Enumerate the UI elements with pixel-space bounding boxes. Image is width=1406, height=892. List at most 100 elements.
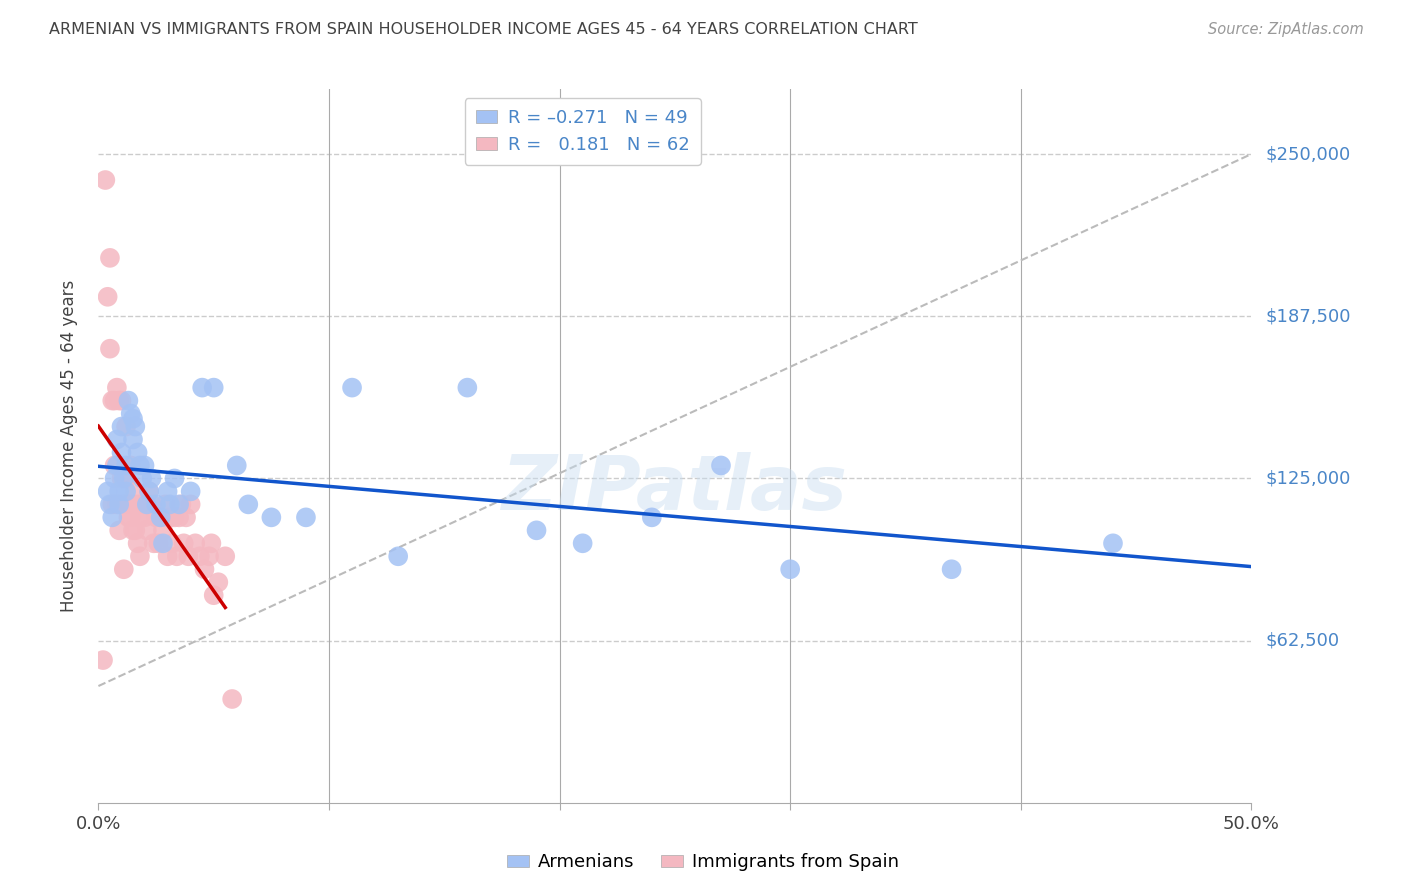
Point <box>152 524 174 538</box>
Point <box>526 524 548 538</box>
Point <box>571 536 593 550</box>
Point <box>141 471 163 485</box>
Point <box>120 510 142 524</box>
Text: $62,500: $62,500 <box>1265 632 1340 649</box>
Point <box>202 588 225 602</box>
Point <box>110 445 132 459</box>
Point <box>105 433 128 447</box>
Point <box>110 393 132 408</box>
Point <box>135 497 157 511</box>
Point <box>97 290 120 304</box>
Point <box>105 497 128 511</box>
Point <box>127 536 149 550</box>
Point <box>101 393 124 408</box>
Legend: Armenians, Immigrants from Spain: Armenians, Immigrants from Spain <box>499 847 907 879</box>
Point <box>1102 536 1125 550</box>
Point <box>779 562 801 576</box>
Point <box>155 497 177 511</box>
Point <box>112 497 135 511</box>
Point <box>163 510 186 524</box>
Point <box>122 411 145 425</box>
Point <box>221 692 243 706</box>
Point <box>295 510 318 524</box>
Point <box>941 562 963 576</box>
Point <box>456 381 478 395</box>
Point <box>180 484 202 499</box>
Point <box>101 510 124 524</box>
Point <box>134 458 156 473</box>
Point <box>108 524 131 538</box>
Point <box>98 497 121 511</box>
Point <box>112 562 135 576</box>
Point <box>129 510 152 524</box>
Point <box>124 419 146 434</box>
Point <box>156 549 179 564</box>
Point <box>174 510 197 524</box>
Point <box>202 381 225 395</box>
Point <box>115 471 138 485</box>
Point <box>105 381 128 395</box>
Point <box>167 497 190 511</box>
Point <box>166 549 188 564</box>
Point <box>149 510 172 524</box>
Point <box>122 524 145 538</box>
Point <box>131 497 153 511</box>
Point <box>148 536 170 550</box>
Point <box>188 549 211 564</box>
Point <box>105 458 128 473</box>
Point <box>135 524 157 538</box>
Point <box>145 510 167 524</box>
Point <box>180 497 202 511</box>
Point <box>200 536 222 550</box>
Point <box>108 393 131 408</box>
Point <box>127 497 149 511</box>
Point <box>198 549 221 564</box>
Point <box>124 524 146 538</box>
Point <box>115 419 138 434</box>
Point <box>120 407 142 421</box>
Point <box>207 575 229 590</box>
Point <box>156 484 179 499</box>
Point <box>340 381 363 395</box>
Text: $187,500: $187,500 <box>1265 307 1351 326</box>
Point <box>97 484 120 499</box>
Point <box>110 471 132 485</box>
Text: ZIPatlas: ZIPatlas <box>502 452 848 525</box>
Point <box>110 419 132 434</box>
Point <box>641 510 664 524</box>
Text: $125,000: $125,000 <box>1265 469 1351 487</box>
Point <box>117 393 139 408</box>
Point <box>115 458 138 473</box>
Point <box>138 484 160 499</box>
Point <box>184 536 207 550</box>
Legend: R = –0.271   N = 49, R =   0.181   N = 62: R = –0.271 N = 49, R = 0.181 N = 62 <box>465 98 700 165</box>
Point <box>163 471 186 485</box>
Point <box>149 510 172 524</box>
Point <box>122 433 145 447</box>
Point <box>225 458 247 473</box>
Point <box>101 497 124 511</box>
Point <box>134 510 156 524</box>
Point <box>160 536 183 550</box>
Point <box>138 484 160 499</box>
Point <box>112 471 135 485</box>
Point <box>167 510 190 524</box>
Point <box>122 497 145 511</box>
Text: Source: ZipAtlas.com: Source: ZipAtlas.com <box>1208 22 1364 37</box>
Point <box>129 458 152 473</box>
Point <box>131 471 153 485</box>
Point <box>108 484 131 499</box>
Point <box>214 549 236 564</box>
Point <box>191 381 214 395</box>
Point <box>141 497 163 511</box>
Point <box>98 342 121 356</box>
Point <box>117 497 139 511</box>
Point <box>152 536 174 550</box>
Point <box>238 497 260 511</box>
Text: $250,000: $250,000 <box>1265 145 1351 163</box>
Point <box>103 458 125 473</box>
Point <box>103 471 125 485</box>
Point <box>129 549 152 564</box>
Point <box>710 458 733 473</box>
Point <box>173 536 195 550</box>
